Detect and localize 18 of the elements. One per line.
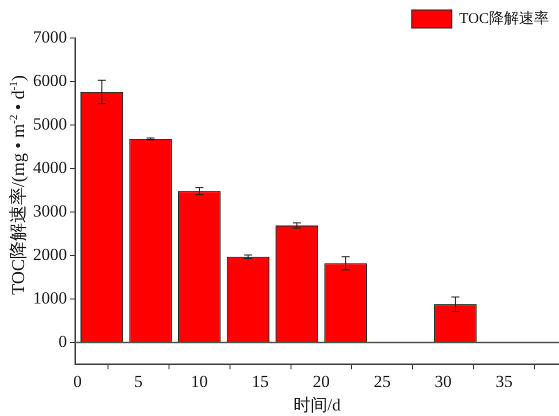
y-tick-label: 0: [58, 332, 67, 351]
y-tick-label: 2000: [33, 244, 67, 264]
x-tick-label: 25: [374, 372, 391, 391]
y-tick-label: 5000: [33, 114, 67, 134]
y-tick-label: 4000: [33, 158, 67, 177]
y-tick-label: 1000: [33, 288, 67, 308]
y-tick-label: 3000: [33, 201, 67, 220]
x-tick-label: 20: [312, 372, 330, 391]
x-tick-label: 0: [73, 372, 82, 391]
y-tick-label: 6000: [33, 70, 67, 90]
x-tick-label: 35: [496, 372, 513, 391]
legend-label: TOC降解速率: [459, 10, 550, 27]
x-tick-label: 10: [190, 372, 208, 391]
y-tick-label: 7000: [33, 27, 67, 46]
x-axis-title: 时间/d: [293, 395, 342, 414]
x-tick-label: 15: [252, 372, 269, 391]
x-tick-label: 5: [134, 372, 143, 391]
x-tick-label: 30: [434, 372, 452, 391]
